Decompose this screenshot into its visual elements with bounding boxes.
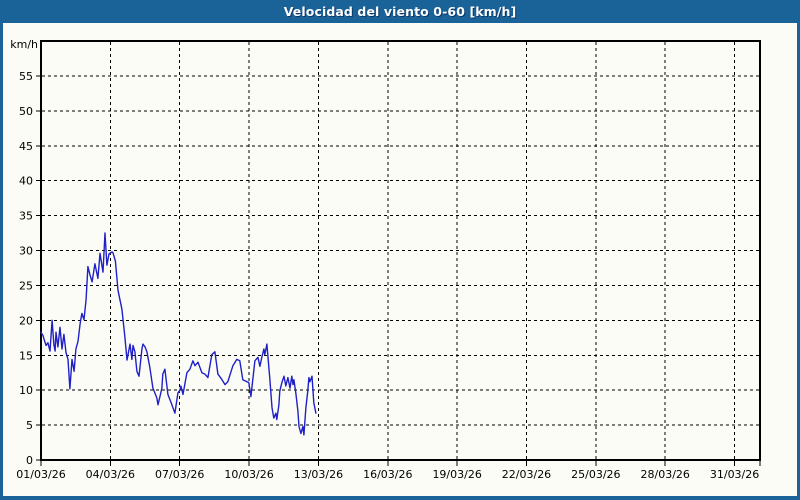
x-tick-label: 10/03/26 bbox=[224, 468, 273, 481]
y-tick-label: 15 bbox=[19, 349, 33, 362]
y-tick-label: 35 bbox=[19, 210, 33, 223]
plot-frame bbox=[40, 40, 761, 461]
x-tick-label: 13/03/26 bbox=[294, 468, 343, 481]
wind-speed-series-line bbox=[40, 232, 317, 436]
chart-panel-background bbox=[3, 23, 797, 496]
y-tick-label: 25 bbox=[19, 279, 33, 292]
x-tick-label: 01/03/26 bbox=[16, 468, 65, 481]
y-tick-label: 5 bbox=[26, 419, 33, 432]
y-tick-label: 55 bbox=[19, 70, 33, 83]
x-tick-label: 22/03/26 bbox=[502, 468, 551, 481]
y-tick-label: 10 bbox=[19, 384, 33, 397]
x-tick-label: 31/03/26 bbox=[710, 468, 759, 481]
y-tick-label: 50 bbox=[19, 105, 33, 118]
y-tick-label: 20 bbox=[19, 314, 33, 327]
y-tick-label: 0 bbox=[26, 454, 33, 467]
y-axis-unit-label: km/h bbox=[10, 38, 38, 51]
x-tick-label: 07/03/26 bbox=[155, 468, 204, 481]
y-tick-label: 30 bbox=[19, 245, 33, 258]
x-tick-label: 04/03/26 bbox=[86, 468, 135, 481]
window-title: Velocidad del viento 0-60 [km/h] bbox=[283, 4, 517, 19]
x-tick-label: 19/03/26 bbox=[432, 468, 481, 481]
y-tick-label: 45 bbox=[19, 140, 33, 153]
x-tick-label: 16/03/26 bbox=[363, 468, 412, 481]
y-tick-label: 40 bbox=[19, 175, 33, 188]
window-title-bar: Velocidad del viento 0-60 [km/h] bbox=[0, 0, 800, 23]
x-tick-label: 28/03/26 bbox=[641, 468, 690, 481]
x-tick-label: 25/03/26 bbox=[571, 468, 620, 481]
